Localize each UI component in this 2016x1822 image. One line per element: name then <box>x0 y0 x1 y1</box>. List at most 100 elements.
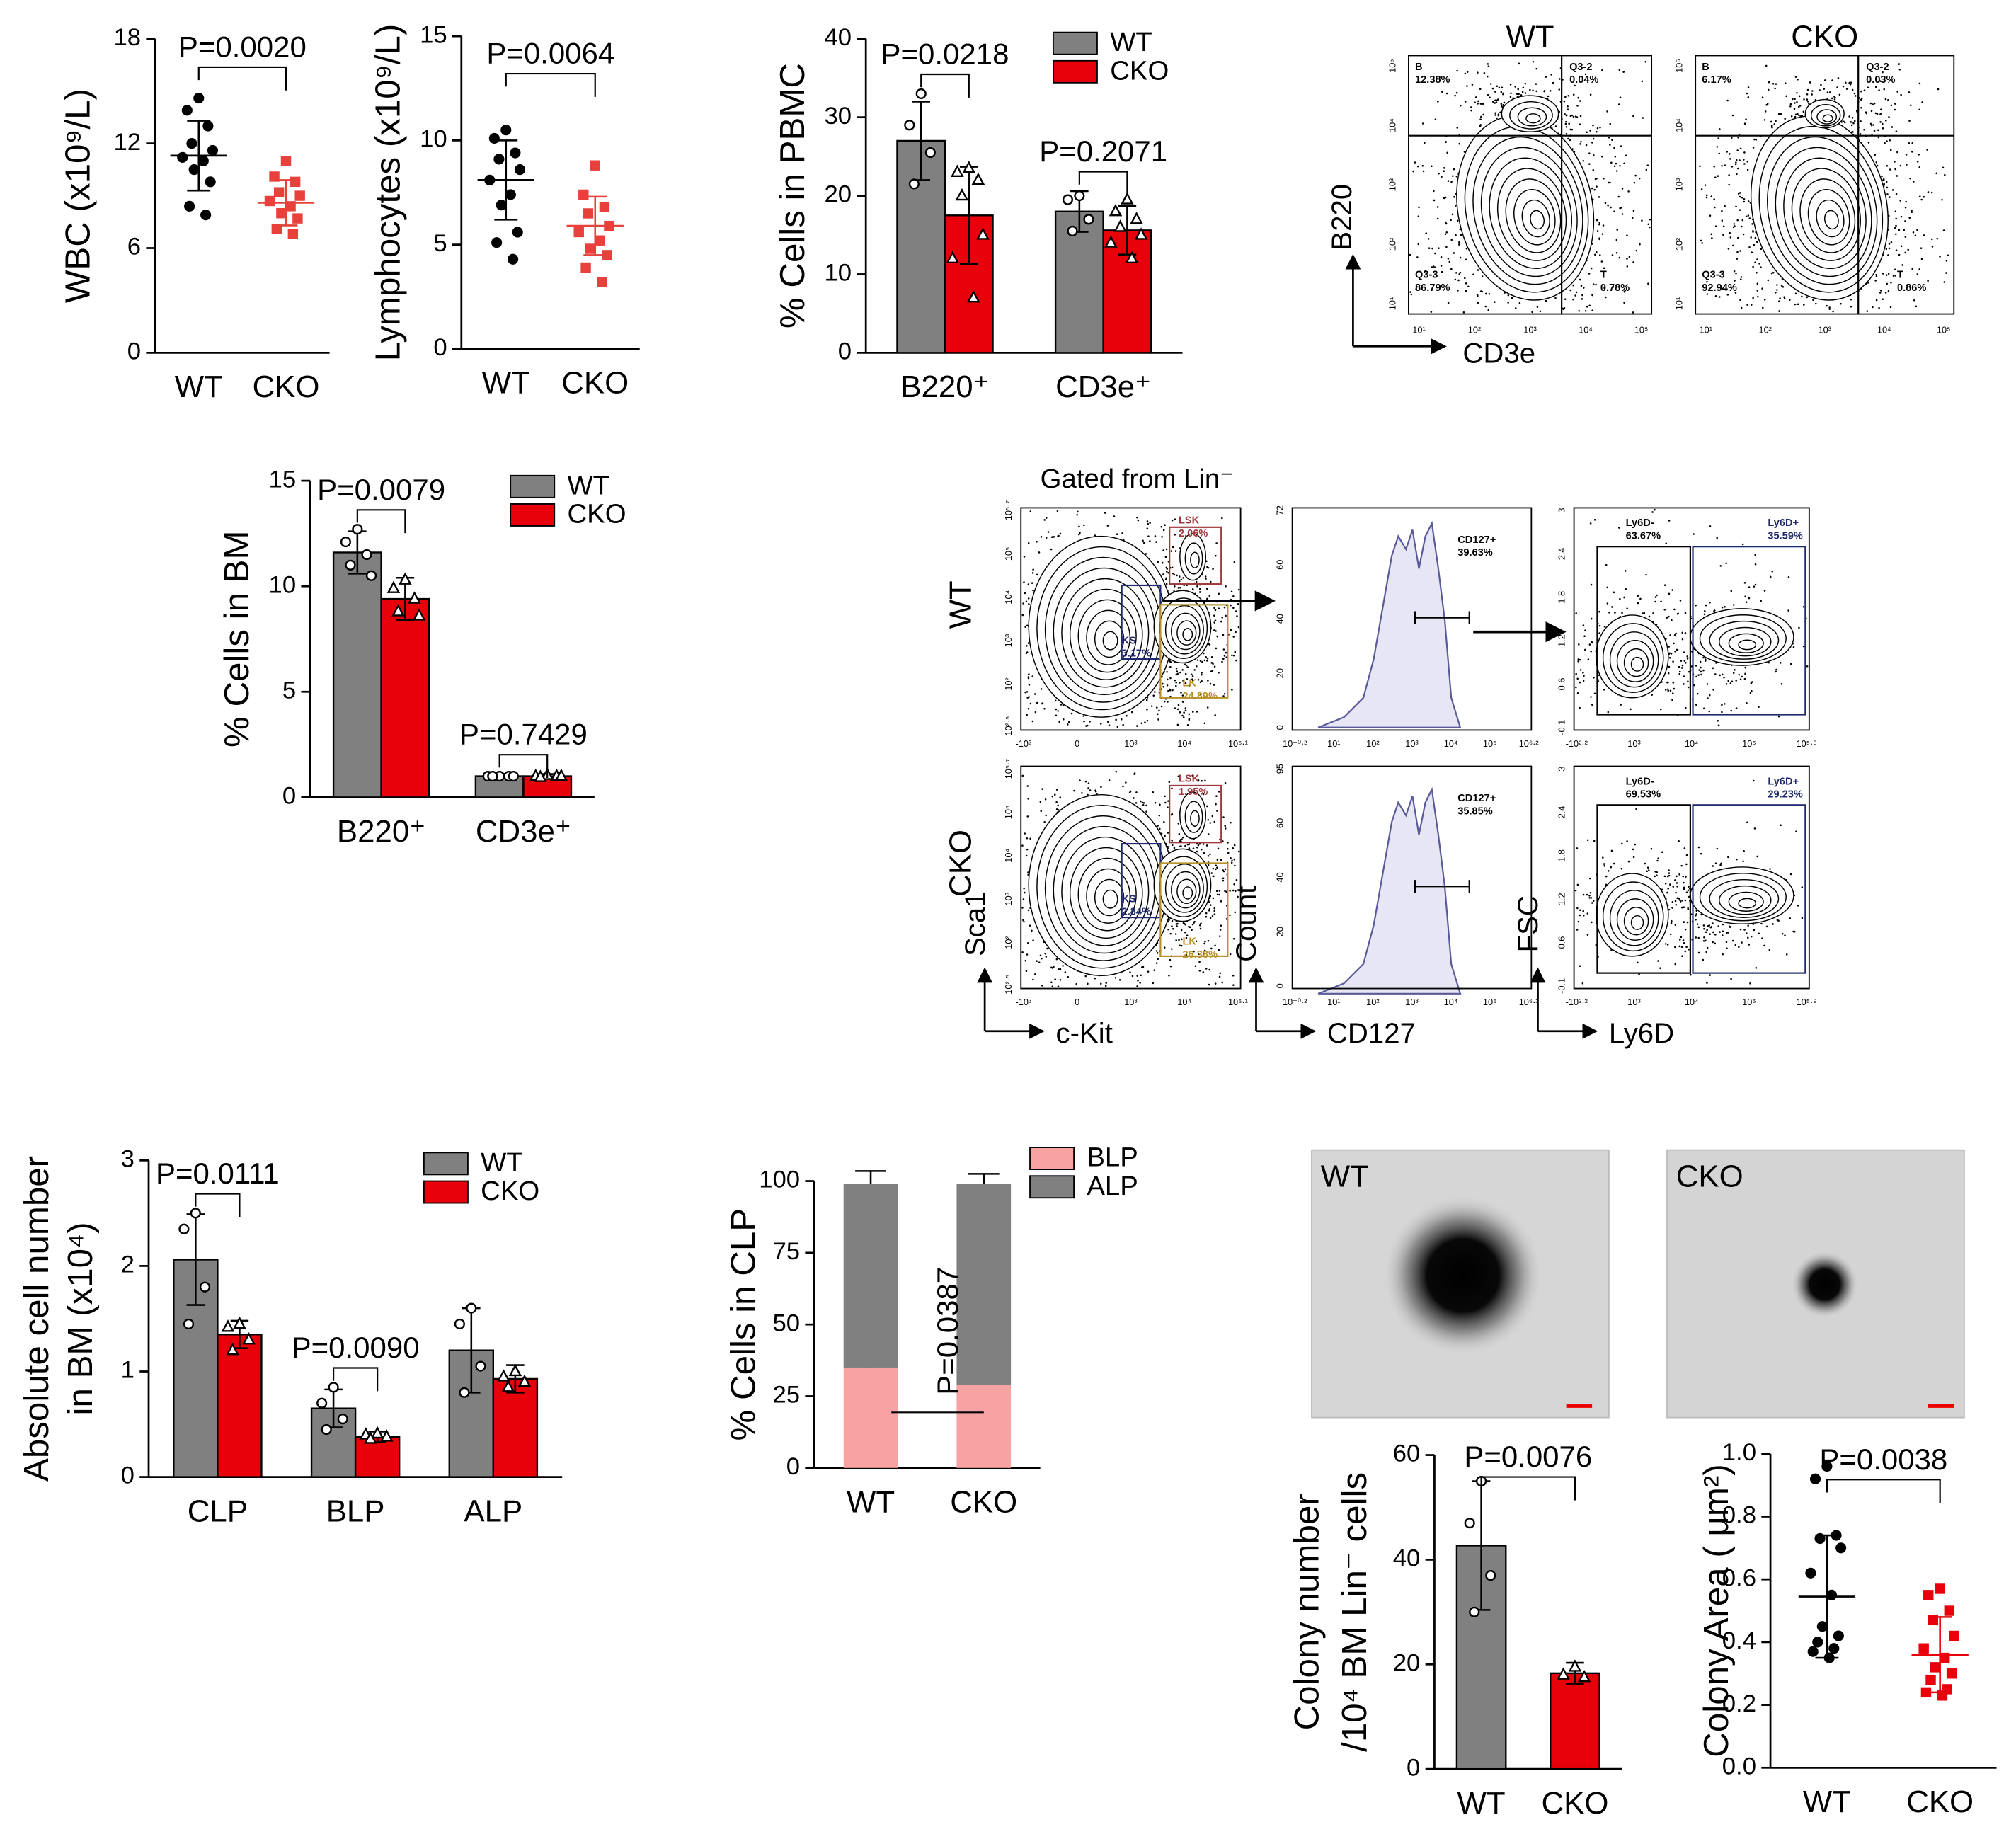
event-dot <box>1870 124 1873 127</box>
event-dot <box>1626 265 1629 268</box>
event-dot <box>1040 688 1043 690</box>
event-dot <box>1231 654 1233 657</box>
event-dot <box>1705 604 1707 607</box>
flow-tick-label: 10⁵ <box>1937 325 1951 336</box>
event-dot <box>1889 306 1892 309</box>
event-dot <box>1060 704 1063 706</box>
event-dot <box>1859 133 1862 135</box>
event-dot <box>1440 256 1443 258</box>
event-dot <box>1667 689 1669 692</box>
event-dot <box>1911 151 1913 153</box>
event-dot <box>1054 699 1057 702</box>
event-dot <box>1574 294 1576 297</box>
event-dot <box>1146 719 1149 722</box>
event-dot <box>1709 601 1711 604</box>
event-dot <box>1806 296 1809 299</box>
event-dot <box>1029 837 1031 840</box>
event-dot <box>1479 118 1482 120</box>
event-dot <box>1045 814 1047 817</box>
legend-swatch <box>1029 1147 1075 1171</box>
event-dot <box>1146 709 1148 711</box>
event-dot <box>1749 692 1752 694</box>
event-dot <box>1604 202 1607 205</box>
event-dot <box>1559 78 1561 80</box>
event-dot <box>1084 975 1087 978</box>
event-dot <box>1916 229 1918 231</box>
flow-tick-label: 1.8 <box>1557 591 1567 604</box>
data-point <box>1104 235 1118 248</box>
data-point <box>508 1363 522 1377</box>
data-point <box>1828 1643 1840 1654</box>
event-dot <box>1198 970 1201 972</box>
event-dot <box>1484 292 1487 295</box>
data-point <box>181 105 193 116</box>
event-dot <box>1625 588 1627 590</box>
event-dot <box>1025 652 1028 655</box>
flow-tick-label: 10⁶·² <box>1519 738 1540 749</box>
event-dot <box>1039 954 1042 957</box>
event-dot <box>1761 287 1763 290</box>
event-dot <box>1601 155 1603 158</box>
event-dot <box>1666 681 1668 684</box>
event-dot <box>1894 275 1896 277</box>
event-dot <box>1769 575 1772 578</box>
gate-label: B <box>1415 62 1423 73</box>
event-dot <box>1798 114 1800 117</box>
event-dot <box>1218 607 1220 609</box>
data-point <box>496 200 507 211</box>
event-dot <box>1736 251 1739 253</box>
panel-title: WT <box>1506 19 1554 54</box>
event-dot <box>1590 617 1593 620</box>
event-dot <box>1223 655 1226 657</box>
event-dot <box>1714 206 1716 209</box>
data-point <box>190 1208 201 1219</box>
event-dot <box>1589 522 1592 525</box>
event-dot <box>1860 106 1862 109</box>
event-dot <box>1191 675 1194 677</box>
y-tick-label: 5 <box>282 677 296 704</box>
event-dot <box>1793 108 1796 110</box>
event-dot <box>1168 688 1171 691</box>
event-dot <box>1584 309 1587 312</box>
event-dot <box>1875 161 1878 164</box>
event-dot <box>1743 198 1746 200</box>
event-dot <box>1099 723 1102 725</box>
event-dot <box>1680 667 1683 669</box>
p-value: P=0.2071 <box>1039 134 1167 168</box>
event-dot <box>1179 586 1181 589</box>
event-dot <box>1895 233 1897 236</box>
event-dot <box>1059 979 1062 981</box>
event-dot <box>1588 643 1591 646</box>
event-dot <box>1888 247 1891 250</box>
event-dot <box>1734 280 1736 282</box>
event-dot <box>1481 275 1484 277</box>
x-tick-label: CKO <box>561 366 629 401</box>
event-dot <box>1607 204 1609 207</box>
error-bar <box>494 139 518 221</box>
event-dot <box>1579 669 1582 671</box>
event-dot <box>1179 682 1181 684</box>
event-dot <box>1874 280 1877 282</box>
event-dot <box>1619 164 1621 167</box>
event-dot <box>1417 243 1420 246</box>
contour <box>1517 107 1547 127</box>
event-dot <box>1941 198 1943 201</box>
event-dot <box>1721 606 1724 609</box>
p-value: P=0.0064 <box>486 37 614 70</box>
event-dot <box>1606 602 1609 605</box>
event-dot <box>1610 206 1612 209</box>
event-dot <box>1895 224 1897 227</box>
data-point <box>487 770 498 782</box>
y-tick-label: 12 <box>113 129 141 156</box>
event-dot <box>1706 280 1708 283</box>
event-dot <box>1745 601 1748 603</box>
event-dot <box>1918 268 1921 270</box>
event-dot <box>1039 801 1042 803</box>
event-dot <box>1770 125 1773 127</box>
event-dot <box>1775 83 1777 85</box>
event-dot <box>1409 291 1411 293</box>
event-dot <box>1643 612 1646 614</box>
event-dot <box>1722 225 1725 228</box>
event-dot <box>1063 718 1065 721</box>
y-tick-label: 0.0 <box>1722 1753 1756 1780</box>
